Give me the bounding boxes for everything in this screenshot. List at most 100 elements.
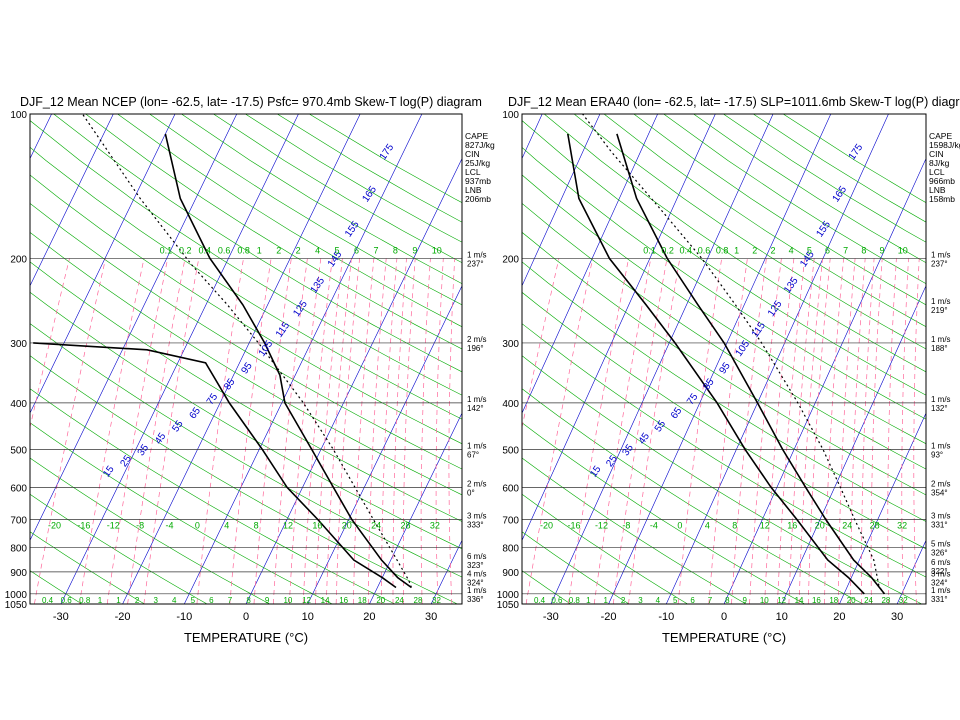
wind-direction: 331° [931, 521, 948, 530]
mixing-ratio-line [798, 258, 823, 604]
y-tick-label: 400 [502, 399, 519, 410]
mixing-ratio-bottom-label: 18 [358, 596, 367, 605]
mixing-ratio-label: 8 [861, 245, 866, 255]
series-dewpoint [567, 133, 865, 595]
mixing-ratio-bottom-label: 5 [191, 596, 196, 605]
dry-adiabat-line [30, 202, 462, 470]
temp-label-700: 24 [371, 521, 381, 531]
temp-label-700: 12 [760, 521, 770, 531]
temp-label-700: 32 [897, 521, 907, 531]
mixing-ratio-line [861, 258, 875, 604]
temp-label-700: 20 [342, 521, 352, 531]
wind-speed: 1 m/s [467, 441, 487, 450]
dry-adiabat-line [53, 114, 462, 373]
index-name: LCL [465, 167, 481, 177]
temp-label-700: -20 [540, 521, 553, 531]
mixing-ratio-label: 6 [354, 245, 359, 255]
x-tick-label: -10 [176, 611, 192, 623]
wind-direction: 142° [467, 404, 484, 413]
x-tick-label: 30 [425, 611, 437, 623]
chart-title: DJF_12 Mean ERA40 (lon= -62.5, lat= -17.… [508, 95, 960, 109]
mixing-ratio-label: 0.2 [179, 245, 192, 255]
temp-label-700: -8 [622, 521, 630, 531]
mixing-ratio-bottom-label: 9 [742, 596, 747, 605]
mixing-ratio-line [302, 258, 333, 604]
y-tick-label: 1050 [5, 600, 28, 611]
isotherm-label: 95 [717, 360, 733, 376]
isotherm-line [262, 114, 484, 604]
isotherm-label: 85 [701, 376, 717, 392]
x-tick-label: -20 [115, 611, 131, 623]
mixing-ratio-bottom-label: 8 [246, 596, 251, 605]
wind-speed: 1 m/s [931, 335, 951, 344]
isotherm-line [955, 114, 960, 604]
temp-label-700: 20 [815, 521, 825, 531]
temp-label-700: 8 [254, 521, 259, 531]
wind-speed: 2 m/s [467, 479, 487, 488]
mixing-ratio-label: 5 [335, 245, 340, 255]
dry-adiabat-line [603, 114, 926, 328]
dry-adiabat-line [117, 114, 462, 328]
index-name: CIN [929, 149, 944, 159]
dry-adiabat-line [30, 323, 462, 578]
index-name: LCL [929, 167, 945, 177]
wind-speed: 6 m/s [931, 558, 951, 567]
isotherm-line [550, 114, 774, 604]
mixing-ratio-bottom-label: 1 [603, 596, 608, 605]
series-parcel [582, 114, 885, 595]
mixing-ratio-bottom-label: 2 [135, 596, 140, 605]
isotherm-line [30, 114, 238, 542]
wind-direction: 336° [467, 595, 484, 604]
mixing-ratio-line [34, 258, 106, 604]
dry-adiabat-line [522, 120, 926, 396]
mixing-ratio-line [79, 258, 145, 604]
wind-speed: 2 m/s [931, 479, 951, 488]
dry-adiabat-line [30, 422, 333, 604]
temp-label-700: -8 [136, 521, 144, 531]
isotherm-line [522, 114, 658, 414]
isotherm-line [839, 412, 926, 604]
mixing-ratio-bottom-label: 1 [586, 596, 591, 605]
y-tick-label: 900 [10, 568, 27, 579]
wind-speed: 4 m/s [467, 570, 487, 579]
mixing-ratio-label: 6 [825, 245, 830, 255]
dry-adiabat-line [85, 114, 462, 350]
temp-label-700: -12 [595, 521, 608, 531]
dry-adiabat-line [30, 457, 270, 604]
mixing-ratio-bottom-label: 20 [847, 596, 856, 605]
mixing-ratio-label: 7 [843, 245, 848, 255]
wind-speed: 1 m/s [931, 441, 951, 450]
temp-label-700: 4 [224, 521, 229, 531]
mixing-ratio-line [612, 258, 668, 604]
isotherm-line [31, 114, 253, 604]
wind-speed: 5 m/s [931, 539, 951, 548]
x-tick-label: 20 [833, 611, 845, 623]
temp-label-700: -16 [567, 521, 580, 531]
y-tick-label: 1000 [497, 590, 520, 601]
temp-label-700: 4 [705, 521, 710, 531]
mixing-ratio-bottom-label: 0.6 [551, 596, 563, 605]
mixing-ratio-line [887, 258, 897, 604]
mixing-ratio-bottom-label: 8 [725, 596, 730, 605]
wind-speed: 1 m/s [467, 586, 487, 595]
isotherm-label: 45 [637, 431, 653, 447]
y-tick-label: 600 [10, 483, 27, 494]
mixing-ratio-line [901, 258, 909, 604]
mixing-ratio-label: 10 [432, 245, 442, 255]
x-tick-label: 0 [721, 611, 727, 623]
mixing-ratio-line [764, 258, 795, 604]
mixing-ratio-bottom-label: 24 [395, 596, 404, 605]
mixing-ratio-label: 0.8 [237, 245, 250, 255]
dry-adiabat-line [522, 493, 688, 604]
isotherm-line [522, 114, 601, 287]
wind-direction: 132° [931, 404, 948, 413]
isotherm-label: 175 [847, 142, 866, 162]
wind-direction: 93° [931, 450, 943, 459]
wind-speed: 6 m/s [467, 552, 487, 561]
dry-adiabat-line [30, 174, 462, 445]
mixing-ratio-line [106, 258, 169, 604]
index-name: LNB [465, 185, 482, 195]
wind-direction: 237° [931, 259, 948, 268]
y-tick-label: 500 [10, 445, 27, 456]
